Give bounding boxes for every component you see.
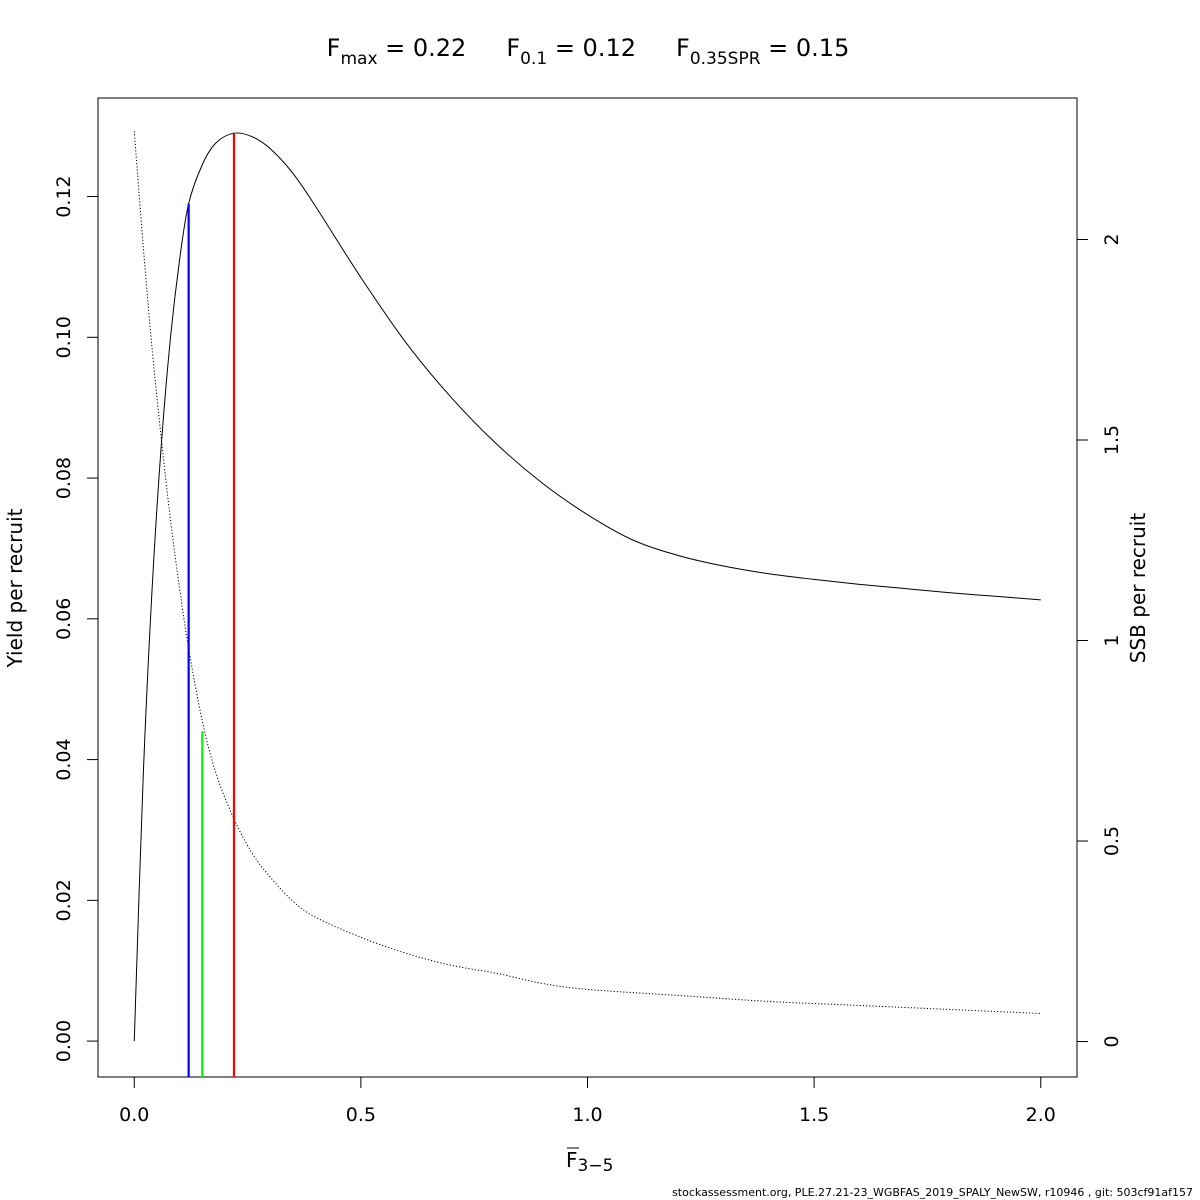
header-f035spr-symbol: F [676,34,690,62]
reference-lines [187,133,236,1077]
header-fmax-symbol: F [327,34,341,62]
ssb-per-recruit-curve [133,131,1041,1014]
y-right-tick-label: 1.5 [1101,425,1123,455]
x-axis-title-sub: 3−5 [578,1156,614,1176]
y-right-tick-label: 1 [1101,634,1123,646]
header-f01-sub: 0.1 [520,49,547,69]
x-tick-label: 1.0 [572,1104,602,1126]
y-right-axis: 0 0.5 1 1.5 2 [1076,233,1123,1048]
y-right-tick-label: 0.5 [1101,826,1123,856]
series-group [133,131,1041,1042]
svg-text:F3−5: F3−5 [566,1148,613,1176]
header-f01-value: = 0.12 [547,34,636,62]
y-left-tick-label: 0.06 [53,598,75,640]
chart-header: Fmax = 0.22 F0.1 = 0.12 F0.35SPR = 0.15 [327,34,850,69]
header-f035spr-sub: 0.35SPR [690,49,761,69]
header-f01-symbol: F [506,34,520,62]
y-right-tick-label: 2 [1101,233,1123,245]
x-axis-title-symbol: F [566,1148,578,1172]
y-left-tick-label: 0.12 [53,175,75,217]
footer-credit: stockassessment.org, PLE.27.21-23_WGBFAS… [672,1186,1193,1199]
x-axis: 0.0 0.5 1.0 1.5 2.0 [119,1076,1056,1126]
y-left-axis: 0.00 0.02 0.04 0.06 0.08 0.10 0.12 [53,175,99,1062]
x-tick-label: 0.0 [119,1104,149,1126]
y-right-axis-title: SSB per recruit [1126,513,1150,664]
y-left-tick-label: 0.08 [53,457,75,499]
yield-per-recruit-curve [133,132,1041,1042]
x-axis-title: F3−5 [566,1147,613,1176]
plot-frame [97,97,1078,1078]
x-tick-label: 0.5 [346,1104,376,1126]
header-fmax-value: = 0.22 [378,34,467,62]
y-left-tick-label: 0.00 [53,1020,75,1062]
x-tick-label: 2.0 [1026,1104,1056,1126]
y-right-tick-label: 0 [1101,1036,1123,1048]
y-left-tick-label: 0.04 [53,738,75,780]
header-f035spr-value: = 0.15 [761,34,850,62]
x-tick-label: 1.5 [799,1104,829,1126]
y-left-axis-title: Yield per recruit [3,508,27,668]
header-fmax-sub: max [340,49,377,69]
y-left-tick-label: 0.10 [53,316,75,358]
y-left-tick-label: 0.02 [53,879,75,921]
